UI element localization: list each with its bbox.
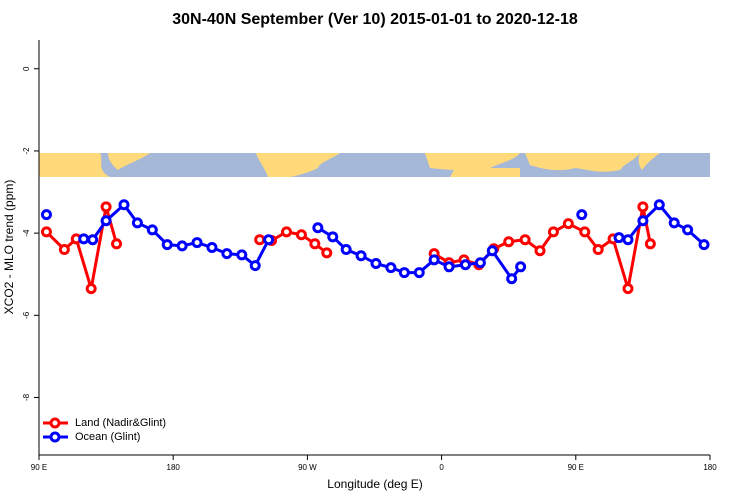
data-point (622, 234, 634, 246)
data-point (592, 244, 604, 256)
data-point (474, 257, 486, 269)
y-axis-label: XCO2 - MLO trend (ppm) (2, 180, 16, 315)
data-point (100, 201, 112, 213)
y-tick-label: -6 (22, 311, 31, 319)
legend-label: Ocean (Glint) (75, 431, 140, 443)
x-axis-label: Longitude (deg E) (327, 477, 422, 491)
data-point (85, 283, 97, 295)
data-point (562, 218, 574, 230)
data-point (340, 244, 352, 256)
data-point (698, 239, 710, 251)
legend-marker (49, 417, 61, 429)
data-point (87, 234, 99, 246)
data-point (100, 215, 112, 227)
x-tick-label: 90 E (31, 463, 47, 472)
data-point (78, 233, 90, 245)
data-point (637, 215, 649, 227)
data-point (428, 254, 440, 266)
data-point (236, 249, 248, 261)
series-line (433, 206, 652, 290)
data-point (682, 224, 694, 236)
data-point (668, 217, 680, 229)
data-point (413, 267, 425, 279)
data-point (385, 262, 397, 274)
y-tick-label: -4 (22, 229, 31, 237)
data-point (312, 222, 324, 234)
data-point (370, 258, 382, 270)
data-point (146, 224, 158, 236)
x-tick-label: 90 E (568, 463, 584, 472)
data-point (40, 226, 52, 238)
data-point (309, 238, 321, 250)
data-point (206, 242, 218, 253)
data-point (613, 232, 625, 244)
legend-label: Land (Nadir&Glint) (75, 417, 166, 429)
data-point (327, 231, 339, 243)
data-point (486, 245, 498, 257)
data-point (622, 283, 634, 295)
data-point (534, 245, 546, 257)
data-point (263, 234, 275, 246)
data-point (443, 261, 455, 273)
data-point (321, 247, 333, 259)
y-tick-label: 0 (22, 66, 31, 71)
data-point (637, 201, 649, 213)
data-point (547, 226, 559, 238)
data-point (118, 199, 130, 211)
data-point (506, 273, 518, 285)
data-point (576, 209, 588, 221)
data-point (519, 234, 531, 246)
data-point (515, 261, 527, 273)
data-point (579, 226, 591, 238)
data-point (221, 248, 233, 260)
data-point (355, 250, 367, 262)
data-point (131, 217, 143, 229)
data-point (40, 209, 52, 221)
legend-marker (49, 431, 61, 443)
data-point (653, 199, 665, 211)
data-point (295, 229, 307, 241)
data-point (459, 259, 471, 271)
x-tick-label: 180 (167, 463, 181, 472)
data-point (254, 234, 266, 246)
data-point (249, 260, 261, 272)
data-point (176, 240, 188, 252)
y-tick-label: -2 (22, 147, 31, 155)
data-point (161, 239, 173, 251)
data-point (111, 238, 123, 250)
data-point (58, 244, 70, 256)
data-point (503, 236, 515, 248)
y-tick-label: -8 (22, 393, 31, 401)
x-tick-label: 180 (703, 463, 717, 472)
x-tick-label: 90 W (298, 463, 317, 472)
chart-title: 30N-40N September (Ver 10) 2015-01-01 to… (172, 11, 578, 28)
data-point (281, 226, 293, 238)
data-point (398, 267, 410, 279)
data-point (644, 238, 656, 250)
map-strip (39, 153, 710, 177)
data-point (191, 237, 203, 249)
x-tick-label: 0 (439, 463, 444, 472)
